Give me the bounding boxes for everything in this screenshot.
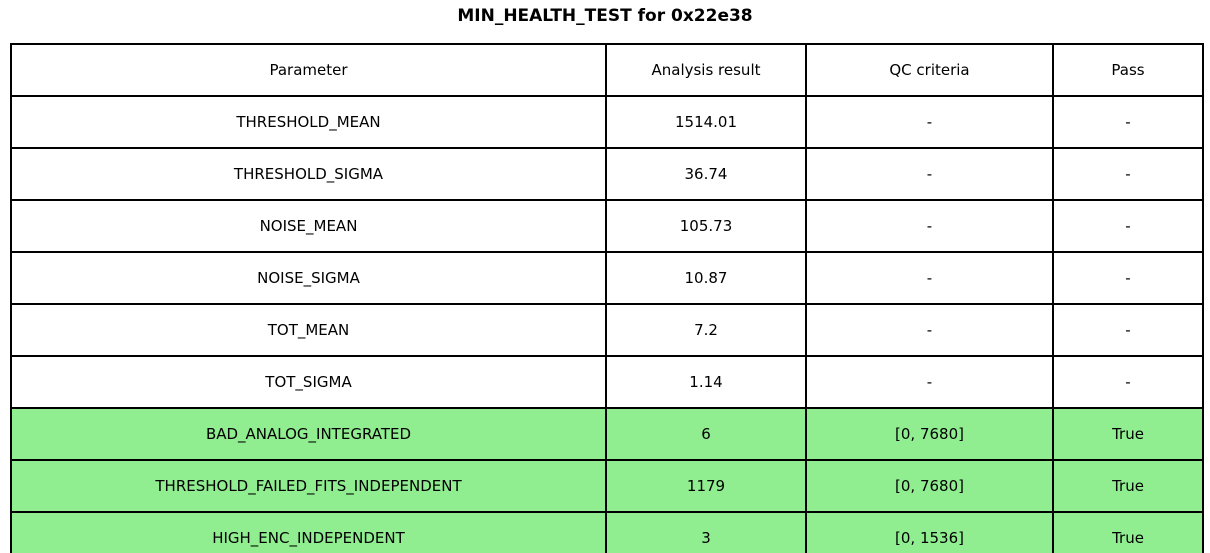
table-row: BAD_ANALOG_INTEGRATED 6 [0, 7680] True	[10, 407, 1204, 461]
column-header-parameter: Parameter	[10, 43, 607, 97]
cell-pass: -	[1052, 355, 1204, 409]
cell-parameter: BAD_ANALOG_INTEGRATED	[10, 407, 607, 461]
figure-title: MIN_HEALTH_TEST for 0x22e38	[457, 6, 753, 26]
cell-pass: -	[1052, 303, 1204, 357]
cell-analysis-result: 6	[605, 407, 807, 461]
cell-qc-criteria: -	[805, 199, 1054, 253]
cell-analysis-result: 105.73	[605, 199, 807, 253]
table-row: THRESHOLD_MEAN 1514.01 - -	[10, 95, 1204, 149]
cell-pass: -	[1052, 95, 1204, 149]
cell-qc-criteria: -	[805, 95, 1054, 149]
cell-qc-criteria: [0, 7680]	[805, 459, 1054, 513]
cell-pass: -	[1052, 251, 1204, 305]
table-row: TOT_MEAN 7.2 - -	[10, 303, 1204, 357]
table-row: NOISE_SIGMA 10.87 - -	[10, 251, 1204, 305]
cell-qc-criteria: -	[805, 355, 1054, 409]
cell-pass: -	[1052, 147, 1204, 201]
table-row: TOT_SIGMA 1.14 - -	[10, 355, 1204, 409]
min-health-table: Parameter Analysis result QC criteria Pa…	[10, 43, 1204, 553]
cell-analysis-result: 10.87	[605, 251, 807, 305]
cell-analysis-result: 7.2	[605, 303, 807, 357]
header-row: Parameter Analysis result QC criteria Pa…	[10, 43, 1204, 97]
table-row: NOISE_MEAN 105.73 - -	[10, 199, 1204, 253]
cell-analysis-result: 1.14	[605, 355, 807, 409]
cell-qc-criteria: -	[805, 147, 1054, 201]
cell-analysis-result: 36.74	[605, 147, 807, 201]
column-header-qc-criteria: QC criteria	[805, 43, 1054, 97]
cell-parameter: THRESHOLD_FAILED_FITS_INDEPENDENT	[10, 459, 607, 513]
column-header-pass: Pass	[1052, 43, 1204, 97]
cell-parameter: NOISE_SIGMA	[10, 251, 607, 305]
table-row: THRESHOLD_SIGMA 36.74 - -	[10, 147, 1204, 201]
column-header-analysis-result: Analysis result	[605, 43, 807, 97]
cell-qc-criteria: [0, 7680]	[805, 407, 1054, 461]
cell-parameter: THRESHOLD_SIGMA	[10, 147, 607, 201]
table-row: HIGH_ENC_INDEPENDENT 3 [0, 1536] True	[10, 511, 1204, 553]
cell-qc-criteria: -	[805, 251, 1054, 305]
table-row: THRESHOLD_FAILED_FITS_INDEPENDENT 1179 […	[10, 459, 1204, 513]
cell-pass: True	[1052, 459, 1204, 513]
cell-qc-criteria: -	[805, 303, 1054, 357]
cell-pass: -	[1052, 199, 1204, 253]
cell-analysis-result: 1179	[605, 459, 807, 513]
cell-pass: True	[1052, 511, 1204, 553]
cell-parameter: TOT_SIGMA	[10, 355, 607, 409]
cell-parameter: TOT_MEAN	[10, 303, 607, 357]
cell-qc-criteria: [0, 1536]	[805, 511, 1054, 553]
cell-analysis-result: 1514.01	[605, 95, 807, 149]
cell-pass: True	[1052, 407, 1204, 461]
cell-parameter: NOISE_MEAN	[10, 199, 607, 253]
cell-parameter: HIGH_ENC_INDEPENDENT	[10, 511, 607, 553]
cell-analysis-result: 3	[605, 511, 807, 553]
cell-parameter: THRESHOLD_MEAN	[10, 95, 607, 149]
